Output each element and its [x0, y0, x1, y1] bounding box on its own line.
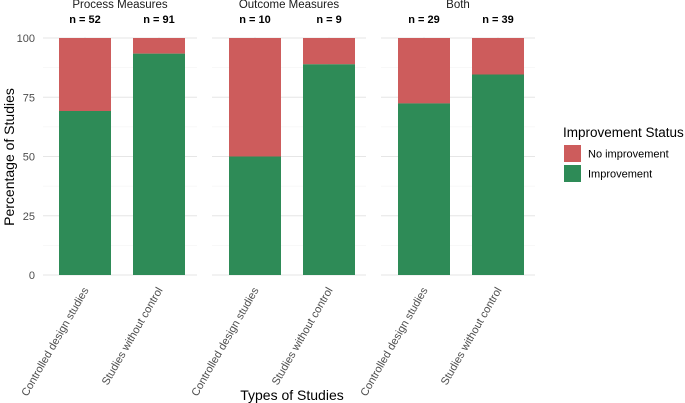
legend-title: Improvement Status: [563, 125, 684, 140]
panel: Outcome Measures n = 10 Controlled design …: [189, 0, 366, 398]
y-axis: 0 25 50 75 100: [17, 33, 35, 282]
x-tick-label: Controlled design studies: [189, 285, 261, 398]
y-tick-label: 50: [23, 152, 35, 164]
sample-size-label: n = 39: [482, 14, 514, 26]
y-axis-title: Percentage of Studies: [1, 88, 17, 226]
bar-segment-improvement: [229, 156, 281, 275]
bar-segment-improvement: [303, 64, 355, 275]
panels-layer: Process Measures n = 52 Controlled design …: [19, 0, 535, 398]
sample-size-label: n = 52: [69, 14, 101, 26]
y-tick-label: 0: [29, 270, 35, 282]
legend-label: Improvement: [588, 169, 652, 181]
panel: Process Measures n = 52 Controlled design …: [19, 0, 197, 398]
y-tick-label: 25: [23, 211, 35, 223]
bar-segment-improvement: [398, 103, 450, 275]
y-tick-label: 75: [23, 92, 35, 104]
bar-segment-no-improvement: [472, 38, 524, 75]
panel-title: Both: [446, 0, 470, 11]
sample-size-label: n = 9: [316, 14, 341, 26]
panel-title: Process Measures: [72, 0, 167, 11]
legend: Improvement Status No improvement Improve…: [563, 125, 684, 182]
bar-segment-no-improvement: [398, 38, 450, 104]
bar-segment-no-improvement: [303, 38, 355, 65]
x-tick-label: Studies without control: [270, 286, 336, 388]
x-axis-title: Types of Studies: [240, 387, 344, 403]
legend-label: No improvement: [588, 149, 669, 161]
x-tick-label: Studies without control: [439, 286, 505, 388]
sample-size-label: n = 91: [143, 14, 175, 26]
x-tick-label: Studies without control: [100, 286, 166, 388]
x-tick-label: Controlled design studies: [19, 285, 91, 398]
bar-segment-no-improvement: [133, 38, 185, 54]
panel: Both n = 29 Controlled design studies n = 3…: [358, 0, 535, 398]
bar-segment-no-improvement: [59, 38, 111, 111]
x-tick-label: Controlled design studies: [358, 285, 430, 398]
legend-swatch: [564, 165, 581, 182]
legend-swatch: [564, 145, 581, 162]
bar-segment-improvement: [59, 110, 111, 275]
y-tick-label: 100: [17, 33, 35, 45]
bar-segment-improvement: [133, 53, 185, 275]
sample-size-label: n = 10: [239, 14, 271, 26]
bar-segment-improvement: [472, 74, 524, 275]
panel-title: Outcome Measures: [239, 0, 340, 11]
bar-segment-no-improvement: [229, 38, 281, 157]
legend-items: No improvement Improvement: [564, 145, 669, 182]
sample-size-label: n = 29: [408, 14, 440, 26]
